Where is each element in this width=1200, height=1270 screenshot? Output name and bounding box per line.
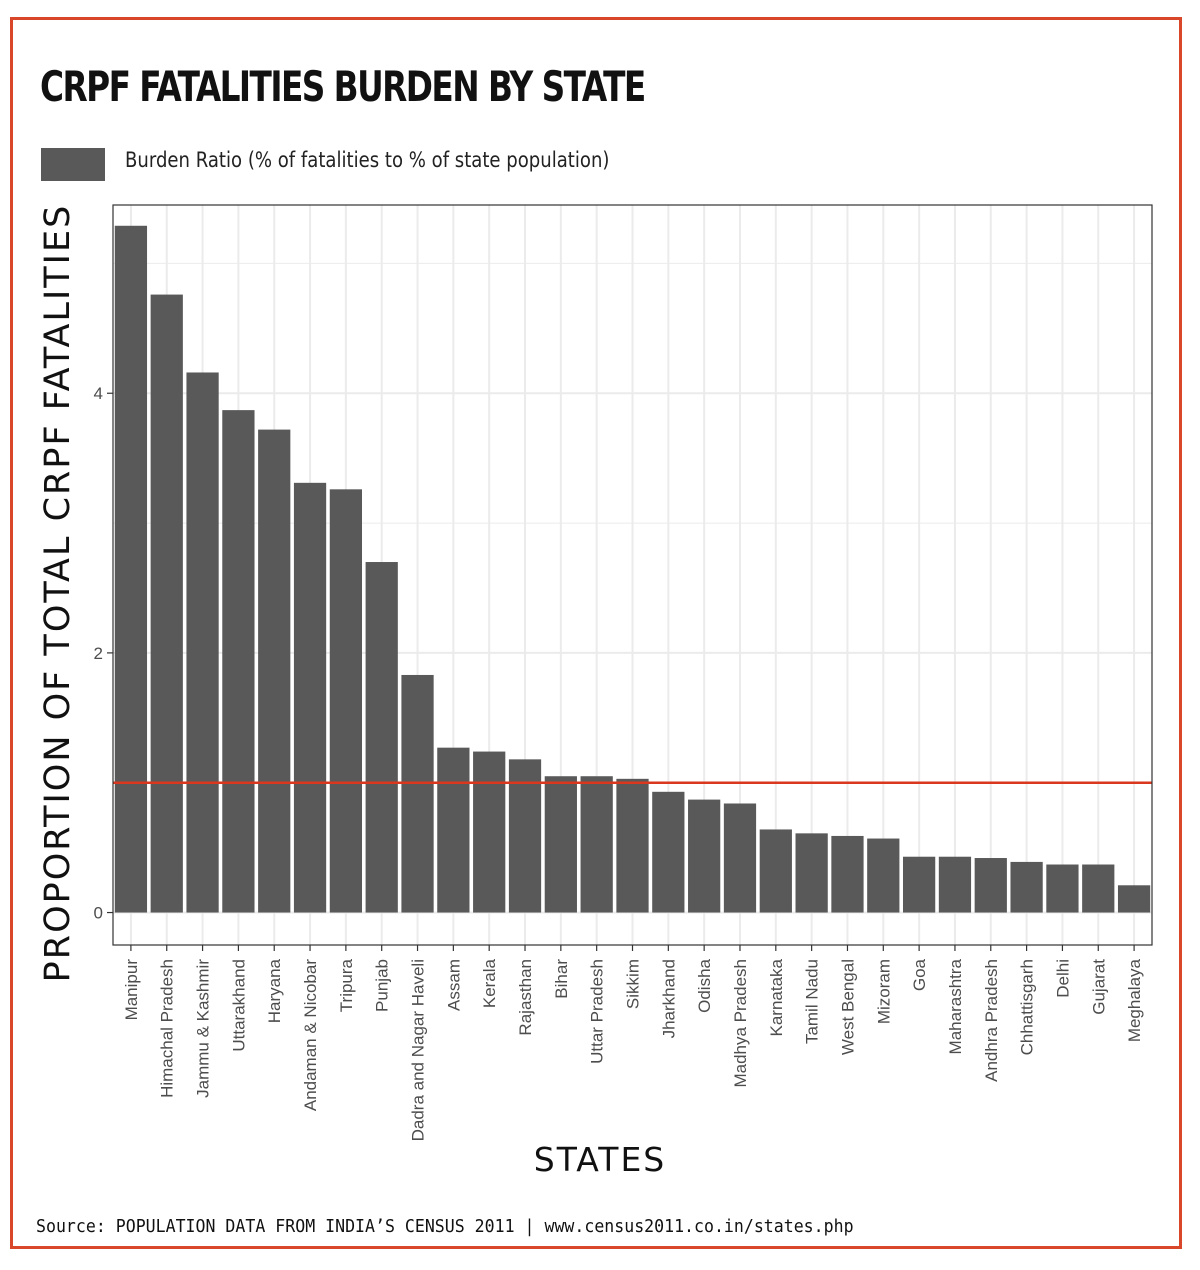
x-tick-label: Dadra and Nagar Haveli bbox=[409, 959, 428, 1141]
x-tick-label: Sikkim bbox=[624, 959, 643, 1009]
bar bbox=[759, 829, 792, 913]
x-tick-label: Goa bbox=[910, 958, 929, 991]
x-tick-label: Karnataka bbox=[767, 958, 786, 1036]
bar bbox=[831, 835, 864, 913]
y-tick-label: 0 bbox=[94, 904, 103, 923]
bar bbox=[902, 856, 936, 913]
x-tick-label: Himachal Pradesh bbox=[158, 959, 177, 1098]
y-axis-label: PROPORTION OF TOTAL CRPF FATALITIES bbox=[38, 203, 78, 983]
bar bbox=[795, 833, 828, 913]
bar bbox=[938, 856, 972, 913]
x-tick-label: Bihar bbox=[552, 959, 571, 999]
bar bbox=[150, 294, 183, 913]
x-tick-label: Mizoram bbox=[874, 959, 893, 1024]
x-axis-label: STATES bbox=[533, 1140, 667, 1179]
bar bbox=[1046, 864, 1079, 913]
source-note: Source: POPULATION DATA FROM INDIA’S CEN… bbox=[36, 1216, 854, 1237]
bar bbox=[580, 776, 613, 913]
x-tick-label: Meghalaya bbox=[1125, 958, 1144, 1042]
bar bbox=[437, 747, 470, 913]
bar bbox=[974, 858, 1007, 913]
x-tick-label: Gujarat bbox=[1089, 959, 1108, 1015]
y-tick-label: 4 bbox=[94, 384, 103, 403]
bar bbox=[1117, 885, 1151, 913]
figure-frame bbox=[10, 17, 1182, 1249]
bar bbox=[616, 778, 649, 913]
bar bbox=[1082, 864, 1115, 913]
x-tick-label: Haryana bbox=[265, 958, 284, 1023]
x-tick-label: Jharkhand bbox=[659, 959, 678, 1038]
bar bbox=[365, 562, 398, 913]
bar bbox=[258, 429, 291, 913]
bar bbox=[186, 372, 219, 913]
x-tick-label: Rajasthan bbox=[516, 959, 535, 1036]
x-tick-label: Andhra Pradesh bbox=[982, 959, 1001, 1082]
y-tick-label: 2 bbox=[94, 644, 103, 663]
bar bbox=[114, 225, 148, 913]
x-tick-label: Tripura bbox=[337, 958, 356, 1012]
x-tick-label: Uttar Pradesh bbox=[588, 959, 607, 1064]
bar bbox=[1010, 861, 1043, 913]
x-tick-label: Andaman & Nicobar bbox=[301, 959, 320, 1111]
bar bbox=[544, 776, 577, 913]
x-tick-label: Uttarakhand bbox=[229, 959, 248, 1052]
bar bbox=[652, 791, 685, 913]
bar bbox=[222, 410, 255, 913]
legend-swatch bbox=[41, 148, 105, 181]
bar bbox=[329, 489, 363, 913]
x-tick-label: Tamil Nadu bbox=[803, 959, 822, 1044]
bar bbox=[473, 751, 506, 913]
x-tick-label: Madhya Pradesh bbox=[731, 959, 750, 1088]
chart-title: CRPF FATALITIES BURDEN BY STATE bbox=[40, 62, 646, 111]
bar bbox=[293, 482, 327, 913]
x-tick-label: Odisha bbox=[695, 958, 714, 1012]
x-tick-label: Chhattisgarh bbox=[1018, 959, 1037, 1055]
bar bbox=[688, 799, 721, 913]
x-tick-label: Delhi bbox=[1053, 959, 1072, 998]
bar bbox=[867, 838, 900, 913]
legend-label: Burden Ratio (% of fatalities to % of st… bbox=[125, 148, 610, 172]
x-tick-label: Kerala bbox=[480, 958, 499, 1008]
x-tick-label: West Bengal bbox=[838, 959, 857, 1055]
x-tick-label: Manipur bbox=[122, 959, 141, 1021]
bar bbox=[723, 803, 757, 913]
bar bbox=[508, 759, 542, 913]
x-tick-label: Jammu & Kashmir bbox=[194, 959, 213, 1098]
x-tick-label: Punjab bbox=[373, 959, 392, 1012]
bar bbox=[401, 674, 434, 913]
x-tick-label: Maharashtra bbox=[946, 958, 965, 1054]
x-tick-label: Assam bbox=[444, 959, 463, 1011]
